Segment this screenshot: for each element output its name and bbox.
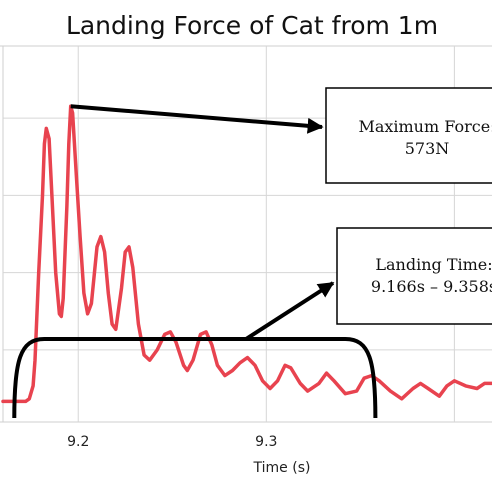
landing-time-box bbox=[336, 227, 492, 325]
grid bbox=[3, 46, 492, 422]
chart-title: Landing Force of Cat from 1m bbox=[66, 11, 438, 40]
max-force-value: 573N bbox=[405, 139, 450, 158]
landing-time-value: 9.166s – 9.358s bbox=[371, 277, 492, 296]
landing-time-arrow bbox=[244, 281, 335, 341]
max-force-box bbox=[325, 87, 492, 184]
max-force-label: Maximum Force: bbox=[358, 117, 492, 136]
plot-frame bbox=[0, 45, 492, 423]
landing-time-bracket bbox=[12, 337, 378, 419]
annotations: Maximum Force: 573N Landing Time: 9.166s… bbox=[70, 87, 492, 341]
series-line bbox=[1, 104, 492, 404]
x-axis-label: Time (s) bbox=[253, 460, 311, 476]
max-force-arrow bbox=[70, 104, 324, 134]
x-tick-label: 9.3 bbox=[255, 434, 277, 450]
x-tick-label: 9.2 bbox=[67, 434, 89, 450]
x-tick-labels: 9.2 9.3 bbox=[67, 434, 277, 450]
landing-time-label: Landing Time: bbox=[375, 255, 492, 274]
